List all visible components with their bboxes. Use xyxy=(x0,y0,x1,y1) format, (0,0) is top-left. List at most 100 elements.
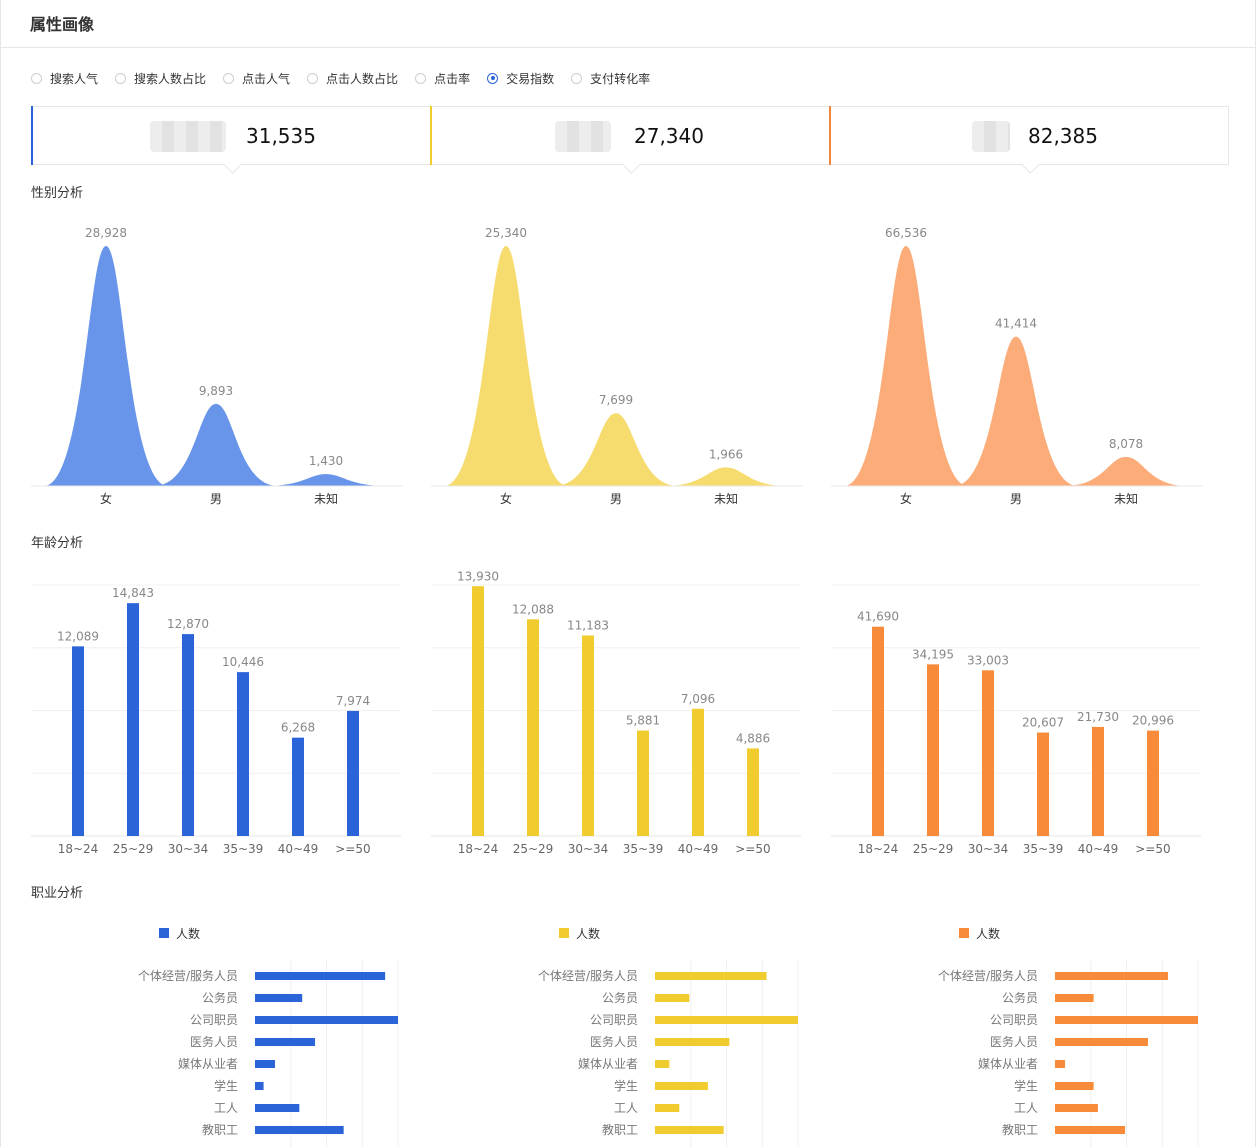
radio-dot[interactable] xyxy=(307,72,319,84)
comparison-card-3[interactable]: 82,385 xyxy=(829,106,1229,174)
age-chart-2: 13,930 18~24 12,088 25~29 11,183 30~34 5,881 35… xyxy=(431,569,801,856)
gender-x-label: 女 xyxy=(900,491,912,506)
gender-data-label: 25,340 xyxy=(485,226,527,240)
occupation-bar-1 xyxy=(655,972,767,980)
comparison-card-2[interactable]: 27,340 xyxy=(430,106,830,174)
age-data-label: 12,870 xyxy=(167,617,209,631)
occupation-category-label: 工人 xyxy=(614,1101,638,1115)
occupation-category-label: 公司职员 xyxy=(990,1013,1038,1027)
gender-data-label: 8,078 xyxy=(1109,437,1143,451)
age-x-label: 40~49 xyxy=(278,842,319,856)
radio-dot[interactable] xyxy=(31,72,42,84)
comparison-card-1[interactable]: 31,535 xyxy=(31,106,431,174)
age-data-label: 34,195 xyxy=(912,647,954,661)
age-x-label: >=50 xyxy=(1135,842,1170,856)
card-value: 82,385 xyxy=(1028,124,1098,148)
gender-data-label: 41,414 xyxy=(995,317,1037,331)
radio-dot[interactable] xyxy=(115,72,127,84)
age-x-label: 25~29 xyxy=(913,842,954,856)
legend-label: 人数 xyxy=(176,926,200,941)
gender-data-label: 28,928 xyxy=(85,226,127,240)
age-x-label: 35~39 xyxy=(623,842,664,856)
age-data-label: 11,183 xyxy=(567,619,609,633)
occupation-category-label: 媒体从业者 xyxy=(178,1057,238,1071)
gender-chart-2: 25,340 女 7,699 男 1,966 未知 xyxy=(431,226,803,506)
occupation-category-label: 公务员 xyxy=(1002,990,1038,1005)
occupation-category-label: 医务人员 xyxy=(990,1034,1038,1049)
occupation-bar-4 xyxy=(655,1038,730,1046)
age-data-label: 6,268 xyxy=(281,721,315,735)
occupation-bar-5 xyxy=(255,1060,276,1068)
occupation-category-label: 教职工 xyxy=(202,1122,238,1137)
age-data-label: 12,088 xyxy=(512,602,554,616)
age-x-label: 30~34 xyxy=(168,842,209,856)
age-bar-2 xyxy=(927,664,939,836)
gender-x-label: 男 xyxy=(610,492,622,506)
comparison-cards: 31,535 27,340 82,385 xyxy=(31,106,1229,174)
gender-peak-1 xyxy=(844,246,968,486)
radio-click-rate[interactable]: 点击率 xyxy=(415,69,470,87)
age-bar-5 xyxy=(692,708,704,836)
card-accent-bar xyxy=(430,106,432,165)
gender-data-label: 1,966 xyxy=(709,447,743,461)
age-x-label: 40~49 xyxy=(1078,842,1119,856)
radio-dot-selected[interactable] xyxy=(487,72,499,84)
occupation-bar-8 xyxy=(655,1126,724,1134)
legend-label: 人数 xyxy=(576,926,600,941)
gender-section-title: 性别分析 xyxy=(31,186,84,201)
gender-peak-2 xyxy=(154,403,278,486)
age-bar-1 xyxy=(72,646,84,836)
radio-click-share[interactable]: 点击人数占比 xyxy=(307,69,398,87)
gender-peak-1 xyxy=(444,246,568,486)
gender-peak-2 xyxy=(954,336,1078,486)
gender-data-label: 7,699 xyxy=(599,393,633,407)
age-data-label: 4,886 xyxy=(736,731,770,745)
age-x-label: 30~34 xyxy=(568,842,609,856)
radio-click-popularity[interactable]: 点击人气 xyxy=(223,69,290,87)
occupation-bar-8 xyxy=(1055,1126,1126,1134)
radio-label: 点击人数占比 xyxy=(326,71,399,86)
occupation-bar-2 xyxy=(255,994,303,1002)
radio-search-share[interactable]: 搜索人数占比 xyxy=(115,69,206,87)
age-bar-1 xyxy=(872,626,884,836)
occupation-bar-6 xyxy=(255,1082,264,1090)
radio-dot[interactable] xyxy=(415,72,427,84)
radio-dot[interactable] xyxy=(571,72,583,84)
age-bar-1 xyxy=(472,586,484,836)
occupation-bar-2 xyxy=(1055,994,1094,1002)
occupation-category-label: 媒体从业者 xyxy=(978,1057,1038,1071)
occupation-bar-7 xyxy=(655,1104,680,1112)
gender-data-label: 9,893 xyxy=(199,384,233,398)
age-bar-6 xyxy=(747,748,759,836)
age-data-label: 41,690 xyxy=(857,610,899,624)
age-data-label: 12,089 xyxy=(57,629,99,643)
age-bar-3 xyxy=(182,634,194,836)
occupation-bar-1 xyxy=(1055,972,1168,980)
occupation-category-label: 医务人员 xyxy=(590,1034,638,1049)
occupation-bar-3 xyxy=(255,1016,398,1024)
age-x-label: 25~29 xyxy=(113,842,154,856)
radio-search-popularity[interactable]: 搜索人气 xyxy=(31,69,98,87)
radio-label: 点击人气 xyxy=(242,71,291,86)
age-bar-3 xyxy=(582,635,594,836)
occupation-bar-7 xyxy=(255,1104,300,1112)
radio-label: 交易指数 xyxy=(506,71,555,86)
age-data-label: 7,096 xyxy=(681,692,715,706)
age-bar-2 xyxy=(527,619,539,836)
card-value: 27,340 xyxy=(634,124,704,148)
radio-pay-conversion[interactable]: 支付转化率 xyxy=(571,69,650,87)
occupation-bar-6 xyxy=(1055,1082,1094,1090)
radio-dot[interactable] xyxy=(223,72,235,84)
occupation-category-label: 公务员 xyxy=(202,990,238,1005)
metric-radio-group: 搜索人气 搜索人数占比 点击人气 点击人数占比 点击率 交易指数 支付转化率 xyxy=(31,69,667,87)
age-data-label: 21,730 xyxy=(1077,710,1119,724)
occupation-bar-4 xyxy=(1055,1038,1148,1046)
legend-swatch xyxy=(959,928,969,938)
legend-swatch xyxy=(159,928,169,938)
radio-trade-index[interactable]: 交易指数 xyxy=(487,69,554,87)
age-data-label: 14,843 xyxy=(112,586,154,600)
occupation-category-label: 个体经营/服务人员 xyxy=(538,968,638,983)
age-x-label: 18~24 xyxy=(58,842,99,856)
age-data-label: 20,996 xyxy=(1132,714,1174,728)
